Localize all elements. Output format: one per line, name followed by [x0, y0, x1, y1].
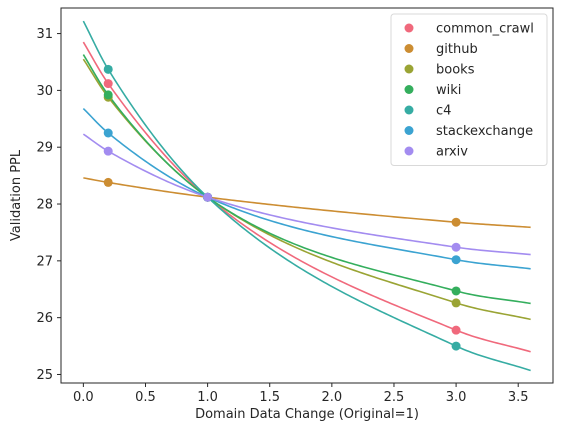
- x-tick-label: 2.5: [384, 390, 405, 405]
- x-tick-label: 0.5: [135, 390, 156, 405]
- y-tick-label: 28: [36, 198, 53, 213]
- data-point-stackexchange-2: [451, 255, 461, 265]
- data-point-github-0: [103, 177, 113, 187]
- data-point-books-2: [451, 298, 461, 308]
- data-point-common_crawl-0: [103, 79, 113, 89]
- data-point-stackexchange-0: [103, 128, 113, 138]
- y-axis-ticks: 25 26 27 28 29 30 31: [36, 27, 61, 383]
- y-axis-label: Validation PPL: [9, 149, 24, 241]
- legend-marker-arxiv: [404, 146, 414, 156]
- x-tick-label: 1.0: [197, 390, 218, 405]
- y-tick-label: 27: [36, 254, 53, 269]
- legend-marker-books: [404, 64, 414, 74]
- legend-marker-common_crawl: [404, 23, 414, 33]
- data-point-c4-2: [451, 341, 461, 351]
- y-tick-label: 31: [36, 27, 53, 42]
- legend-label-wiki: wiki: [436, 83, 461, 98]
- x-axis-ticks: 0.0 0.5 1.0 1.5 2.0 2.5 3.0 3.5: [73, 383, 529, 405]
- data-point-arxiv-1: [203, 192, 213, 202]
- legend-marker-wiki: [404, 85, 414, 94]
- data-point-arxiv-2: [451, 242, 461, 252]
- points-layer: [103, 64, 461, 351]
- data-point-github-2: [451, 217, 461, 227]
- y-tick-label: 30: [36, 84, 53, 99]
- plot-frame: [60, 7, 554, 384]
- data-point-arxiv-0: [103, 146, 113, 156]
- x-tick-label: 0.0: [73, 390, 94, 405]
- legend-box: [390, 13, 548, 166]
- legend-label-c4: c4: [436, 104, 451, 119]
- x-tick-label: 2.0: [322, 390, 343, 405]
- legend-label-github: github: [436, 42, 478, 57]
- legend-label-common_crawl: common_crawl: [436, 22, 534, 37]
- data-point-wiki-2: [451, 286, 461, 296]
- x-tick-label: 3.5: [508, 390, 529, 405]
- data-point-common_crawl-2: [451, 325, 461, 335]
- x-tick-label: 1.5: [259, 390, 280, 405]
- y-tick-label: 26: [36, 311, 53, 326]
- legend-marker-c4: [404, 105, 414, 115]
- legend-label-books: books: [436, 63, 475, 78]
- x-axis-label: Domain Data Change (Original=1): [195, 407, 419, 422]
- y-tick-label: 29: [36, 141, 53, 156]
- legend-label-arxiv: arxiv: [436, 145, 468, 160]
- x-tick-label: 3.0: [446, 390, 467, 405]
- data-point-wiki-0: [103, 90, 113, 100]
- legend-marker-github: [404, 44, 414, 53]
- legend-label-stackexchange: stackexchange: [436, 124, 533, 139]
- data-point-c4-0: [103, 64, 113, 74]
- y-tick-label: 25: [36, 368, 53, 383]
- legend-marker-stackexchange: [404, 126, 414, 135]
